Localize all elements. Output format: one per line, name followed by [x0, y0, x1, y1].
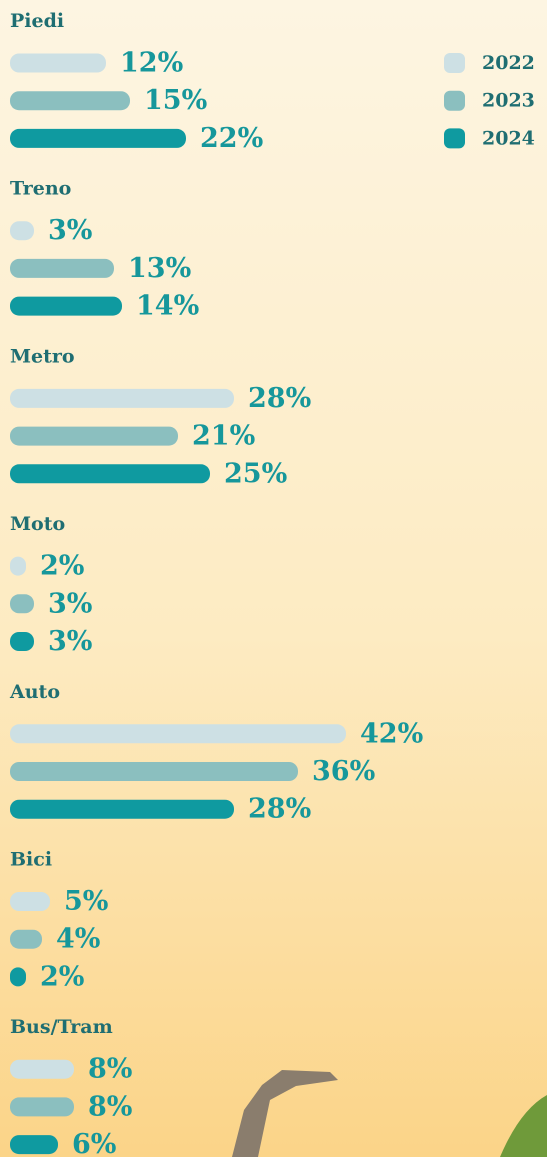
bar — [10, 54, 106, 73]
bar — [10, 930, 42, 949]
value-label: 12% — [120, 48, 183, 79]
bar — [10, 967, 26, 986]
value-label: 15% — [144, 85, 207, 116]
legend-swatch — [444, 91, 465, 111]
value-label: 2% — [40, 551, 84, 582]
value-label: 2% — [40, 961, 84, 992]
value-label: 8% — [88, 1091, 132, 1122]
page: {"chart_data": {"type": "bar", "categori… — [0, 0, 547, 1157]
bar — [10, 724, 346, 743]
value-label: 5% — [64, 886, 108, 917]
bar — [10, 91, 130, 110]
category-label: Bici — [10, 849, 52, 871]
bar — [10, 259, 114, 278]
legend-swatch — [444, 53, 465, 73]
category-label: Bus/Tram — [10, 1016, 113, 1038]
value-label: 3% — [48, 215, 92, 246]
bar — [10, 1097, 74, 1116]
legend-swatch — [444, 128, 465, 148]
bar — [10, 800, 234, 819]
legend-label: 2024 — [482, 127, 535, 149]
bar — [10, 389, 234, 408]
bar — [10, 762, 298, 781]
value-label: 36% — [312, 756, 375, 787]
value-label: 13% — [128, 253, 191, 284]
bar — [10, 1135, 58, 1154]
legend-label: 2023 — [482, 90, 535, 112]
category-label: Metro — [10, 345, 75, 367]
legend-label: 2022 — [482, 52, 535, 74]
bar — [10, 129, 186, 148]
bar — [10, 557, 26, 576]
value-label: 21% — [192, 421, 255, 452]
value-label: 3% — [48, 588, 92, 619]
value-label: 28% — [248, 794, 311, 825]
value-label: 25% — [224, 458, 287, 489]
bar — [10, 594, 34, 613]
chart: Piedi 12% 15% 22% Treno 3% 13% 14% Metro 28% 21% 25… — [0, 0, 547, 1157]
value-label: 3% — [48, 626, 92, 657]
value-label: 28% — [248, 383, 311, 414]
value-label: 14% — [136, 291, 199, 322]
value-label: 8% — [88, 1054, 132, 1085]
value-label: 6% — [72, 1129, 116, 1157]
value-label: 4% — [56, 924, 100, 955]
bar — [10, 427, 178, 446]
category-label: Auto — [9, 681, 60, 703]
category-label: Treno — [10, 178, 71, 200]
value-label: 22% — [200, 123, 263, 154]
category-label: Moto — [10, 513, 65, 535]
bar — [10, 892, 50, 911]
value-label: 42% — [360, 718, 423, 749]
bar — [10, 632, 34, 651]
category-label: Piedi — [10, 10, 64, 32]
bar — [10, 297, 122, 316]
bar — [10, 1060, 74, 1079]
bar — [10, 464, 210, 483]
bar — [10, 221, 34, 240]
